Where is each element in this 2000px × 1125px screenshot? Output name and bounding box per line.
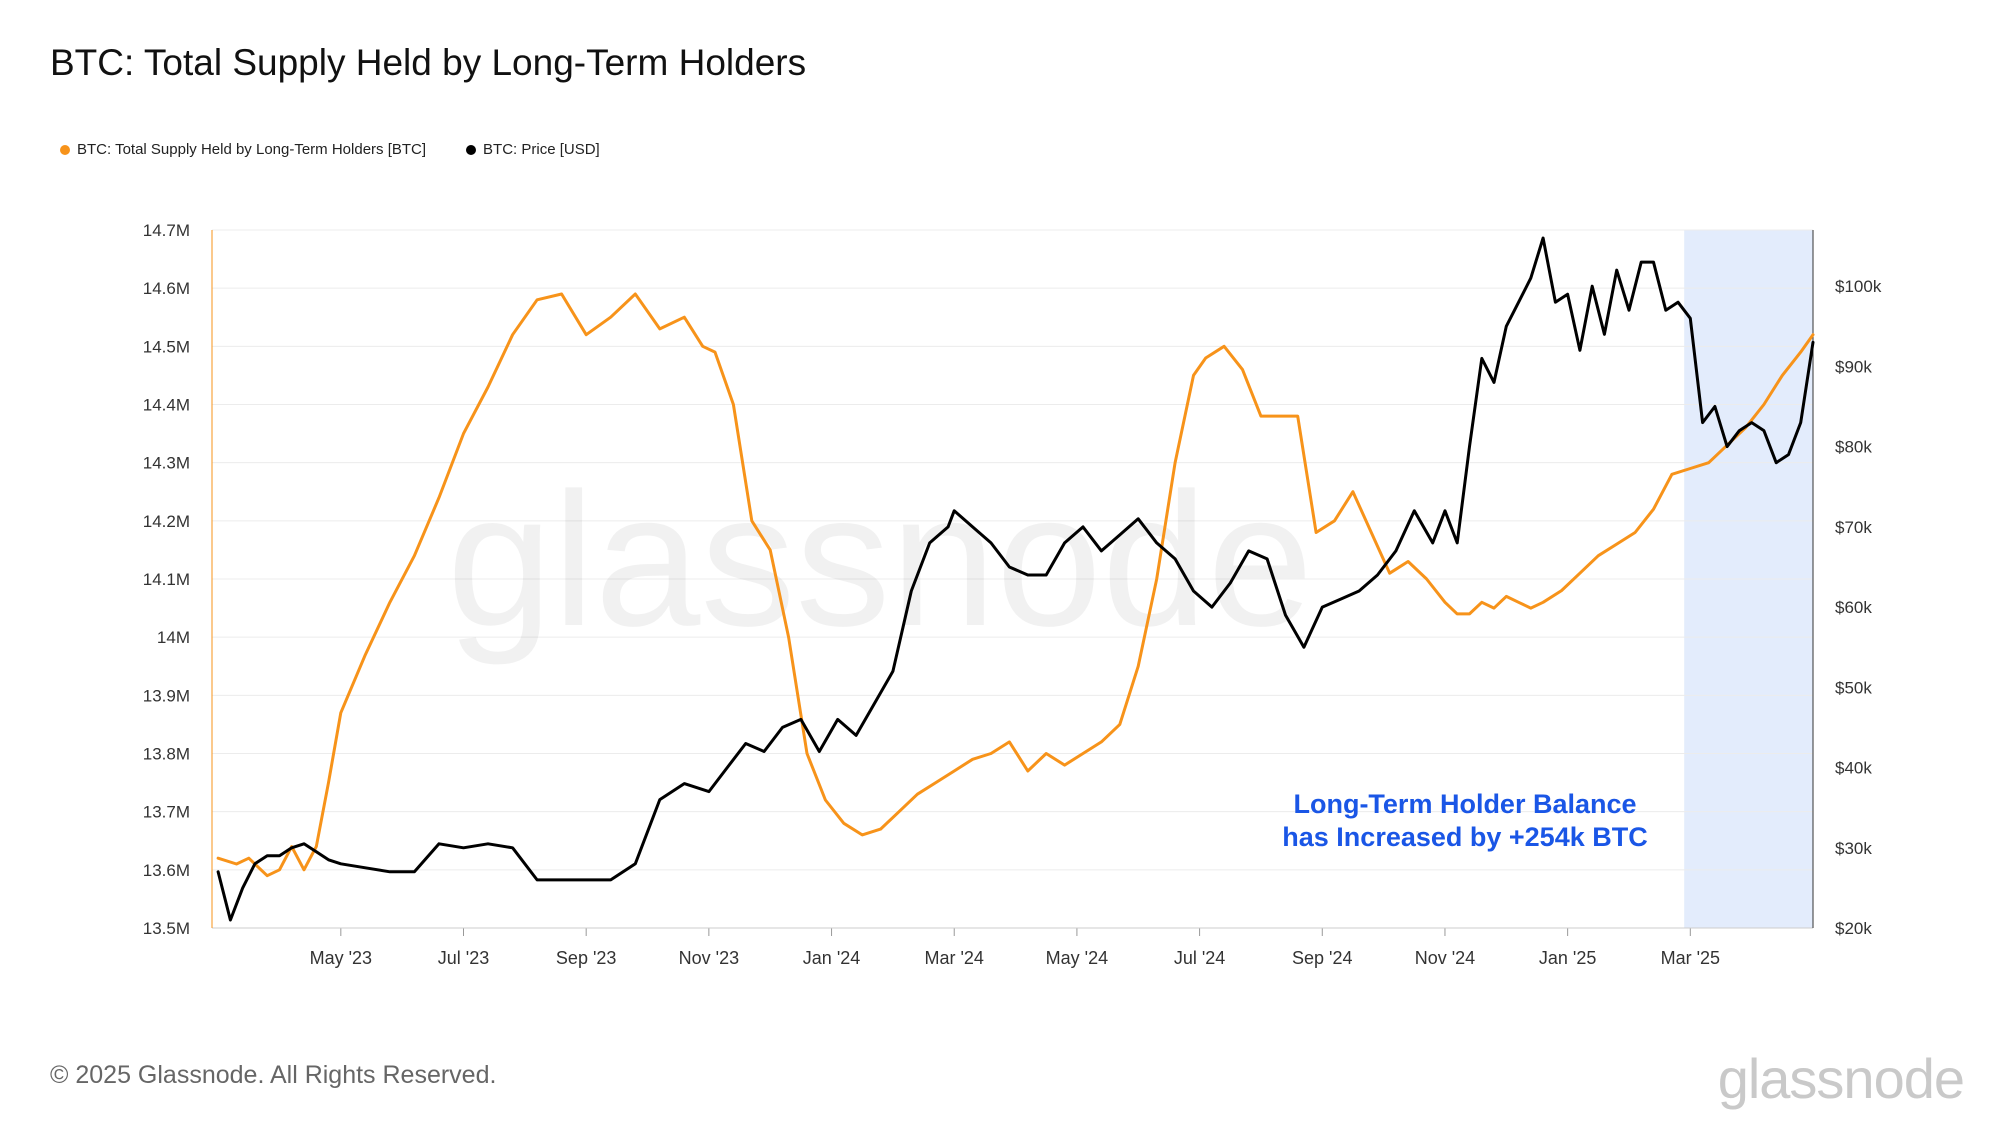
x-tick-label: Nov '24 <box>1415 948 1475 968</box>
series-line-lth <box>216 292 1815 878</box>
x-tick-label: Jul '24 <box>1174 948 1225 968</box>
y-left-tick-label: 14.7M <box>143 221 190 240</box>
chart-legend: BTC: Total Supply Held by Long-Term Hold… <box>60 141 600 158</box>
y-right-tick-label: $50k <box>1835 678 1872 697</box>
x-tick-label: Sep '24 <box>1292 948 1353 968</box>
y-left-tick-label: 14.2M <box>143 512 190 531</box>
y-left-tick-label: 14M <box>157 628 190 647</box>
y-left-tick-label: 13.5M <box>143 919 190 938</box>
legend-dot-price <box>466 144 477 155</box>
y-right-tick-label: $100k <box>1835 277 1882 296</box>
legend-dot-lth <box>60 144 70 155</box>
watermark: glassnode <box>447 454 1313 666</box>
chart-title: BTC: Total Supply Held by Long-Term Hold… <box>50 42 807 83</box>
y-left-tick-label: 13.6M <box>143 861 190 880</box>
x-tick-label: Jan '24 <box>803 948 860 968</box>
series-line-price <box>216 236 1815 922</box>
y-left-tick-label: 13.8M <box>143 745 190 764</box>
x-tick-label: Nov '23 <box>679 948 739 968</box>
y-right-tick-label: $20k <box>1835 919 1872 938</box>
legend-item-price[interactable]: BTC: Price [USD] <box>466 141 600 158</box>
y-right-tick-label: $60k <box>1835 598 1872 617</box>
y-left-tick-label: 13.9M <box>143 686 190 705</box>
y-left-tick-label: 13.7M <box>143 803 190 822</box>
y-left-tick-label: 14.3M <box>143 454 190 473</box>
y-left-tick-label: 14.6M <box>143 279 190 298</box>
x-tick-label: Jul '23 <box>438 948 489 968</box>
x-tick-label: May '24 <box>1046 948 1108 968</box>
x-tick-label: Sep '23 <box>556 948 617 968</box>
x-tick-label: Mar '24 <box>924 948 983 968</box>
y-right-tick-label: $70k <box>1835 518 1872 537</box>
copyright-footer: © 2025 Glassnode. All Rights Reserved. <box>50 1061 497 1089</box>
y-left-tick-label: 14.5M <box>143 337 190 356</box>
x-tick-label: May '23 <box>310 948 372 968</box>
annotation-line-2: has Increased by +254k BTC <box>1282 822 1647 852</box>
annotation-line-1: Long-Term Holder Balance <box>1293 789 1636 819</box>
y-right-tick-label: $40k <box>1835 759 1872 778</box>
y-right-tick-label: $80k <box>1835 438 1872 457</box>
legend-item-lth[interactable]: BTC: Total Supply Held by Long-Term Hold… <box>60 141 426 158</box>
legend-label-price: BTC: Price [USD] <box>483 141 600 158</box>
brand-logo: glassnode <box>1717 1047 1965 1110</box>
x-tick-label: Mar '25 <box>1661 948 1720 968</box>
y-right-tick-label: $90k <box>1835 357 1872 376</box>
y-left-tick-label: 14.1M <box>143 570 190 589</box>
x-tick-label: Jan '25 <box>1539 948 1596 968</box>
y-left-tick-label: 14.4M <box>143 396 190 415</box>
y-right-tick-label: $30k <box>1835 839 1872 858</box>
legend-label-lth: BTC: Total Supply Held by Long-Term Hold… <box>77 141 427 158</box>
